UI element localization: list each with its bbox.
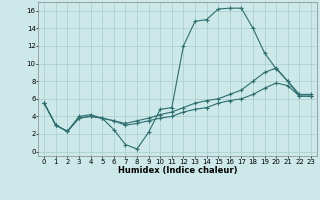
X-axis label: Humidex (Indice chaleur): Humidex (Indice chaleur) — [118, 166, 237, 175]
